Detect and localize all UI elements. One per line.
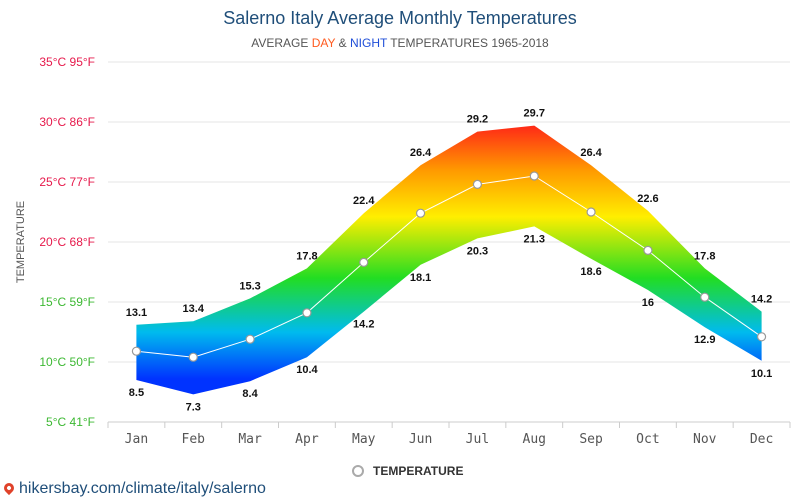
- night-value-label: 8.4: [242, 388, 258, 400]
- x-tick-label: Nov: [693, 432, 717, 447]
- temperature-band: [136, 125, 762, 395]
- night-value-label: 8.5: [129, 387, 144, 399]
- night-value-label: 18.6: [580, 266, 601, 278]
- source-text: hikersbay.com/climate/italy/salerno: [19, 480, 266, 497]
- mean-temperature-point: [756, 332, 767, 342]
- x-tick-label: May: [352, 432, 376, 447]
- y-axis-title: TEMPERATURE: [15, 201, 27, 283]
- mean-temperature-point: [415, 208, 426, 218]
- day-value-label: 26.4: [580, 147, 602, 159]
- day-value-label: 29.7: [524, 108, 545, 120]
- subtitle-suffix: TEMPERATURES 1965-2018: [387, 36, 549, 50]
- mean-temperature-point: [529, 171, 539, 181]
- night-value-label: 18.1: [410, 272, 431, 284]
- y-tick-label: 5°C 41°F: [46, 415, 95, 429]
- day-value-label: 17.8: [694, 250, 715, 262]
- night-value-label: 10.4: [296, 364, 318, 376]
- day-value-label: 17.8: [296, 250, 317, 262]
- day-value-label: 22.6: [637, 193, 658, 205]
- x-tick-label: Jan: [125, 432, 148, 447]
- y-tick-label: 30°C 86°F: [39, 115, 95, 129]
- chart-legend[interactable]: TEMPERATURE: [352, 464, 463, 478]
- night-value-label: 16: [642, 297, 654, 309]
- night-value-label: 20.3: [467, 245, 488, 257]
- x-tick-label: Jun: [409, 432, 432, 447]
- source-link[interactable]: hikersbay.com/climate/italy/salerno: [1, 480, 266, 498]
- chart-subtitle: AVERAGE DAY & NIGHT TEMPERATURES 1965-20…: [0, 36, 800, 50]
- x-tick-label: Mar: [238, 432, 262, 447]
- subtitle-night: NIGHT: [349, 36, 388, 50]
- x-tick-label: Feb: [182, 432, 206, 447]
- x-tick-label: Sep: [579, 432, 603, 447]
- mean-temperature-point: [302, 308, 312, 318]
- legend-marker-icon: [352, 465, 364, 477]
- mean-temperature-point: [472, 179, 483, 189]
- mean-temperature-point: [700, 292, 710, 302]
- mean-temperature-line: [136, 175, 762, 358]
- mean-temperature-point: [586, 207, 596, 217]
- day-value-label: 29.2: [467, 114, 488, 126]
- x-tick-label: Oct: [636, 432, 659, 447]
- mean-temperature-point: [245, 334, 255, 344]
- day-value-label: 26.4: [410, 147, 432, 159]
- night-value-label: 10.1: [751, 368, 772, 380]
- night-value-label: 21.3: [524, 233, 545, 245]
- y-tick-label: 15°C 59°F: [39, 295, 95, 309]
- y-tick-label: 25°C 77°F: [39, 175, 95, 189]
- day-value-label: 22.4: [353, 195, 375, 207]
- subtitle-prefix: AVERAGE: [251, 36, 312, 50]
- y-tick-label: 20°C 68°F: [39, 235, 95, 249]
- legend-label: TEMPERATURE: [373, 464, 464, 478]
- mean-temperature-point: [188, 352, 198, 362]
- chart-title: Salerno Italy Average Monthly Temperatur…: [223, 8, 577, 28]
- temperature-chart: 5°C 41°F 10°C 50°F 15°C 59°F 20°C 68°F 25°C …: [15, 55, 791, 447]
- day-value-label: 14.2: [751, 294, 772, 306]
- day-value-label: 15.3: [239, 280, 260, 292]
- x-tick-label: Jul: [466, 432, 489, 447]
- subtitle-day: DAY: [311, 36, 336, 50]
- mean-temperature-point: [643, 245, 653, 255]
- y-tick-label: 10°C 50°F: [39, 355, 95, 369]
- night-value-label: 7.3: [186, 401, 201, 413]
- subtitle-amp: &: [335, 36, 350, 50]
- mean-temperature-point: [131, 346, 142, 356]
- location-pin-icon: [1, 480, 17, 496]
- x-tick-label: Aug: [523, 432, 546, 447]
- day-value-label: 13.1: [126, 307, 147, 319]
- x-tick-label: Dec: [750, 432, 773, 447]
- night-value-label: 12.9: [694, 334, 715, 346]
- night-value-label: 14.2: [353, 319, 374, 331]
- day-value-label: 13.4: [183, 303, 205, 315]
- mean-temperature-point: [359, 257, 369, 267]
- x-tick-label: Apr: [295, 432, 319, 447]
- y-tick-label: 35°C 95°F: [39, 55, 95, 69]
